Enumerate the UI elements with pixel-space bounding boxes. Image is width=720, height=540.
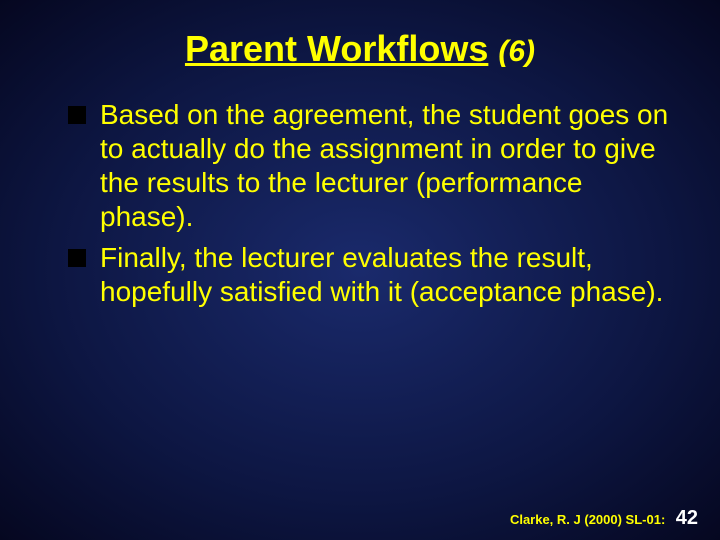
square-bullet-icon — [68, 249, 86, 267]
footer-page-number: 42 — [676, 507, 698, 529]
square-bullet-icon — [68, 106, 86, 124]
list-item: Finally, the lecturer evaluates the resu… — [68, 241, 672, 309]
footer: Clarke, R. J (2000) SL-01: 42 — [510, 507, 698, 530]
title-sub: (6) — [498, 35, 535, 68]
bullet-text: Based on the agreement, the student goes… — [100, 99, 668, 232]
slide: Parent Workflows (6) Based on the agreem… — [0, 0, 720, 540]
list-item: Based on the agreement, the student goes… — [68, 98, 672, 235]
slide-title: Parent Workflows (6) — [48, 28, 672, 70]
footer-citation: Clarke, R. J (2000) SL-01: — [510, 512, 665, 527]
bullet-list: Based on the agreement, the student goes… — [48, 98, 672, 309]
title-main: Parent Workflows — [185, 28, 488, 69]
bullet-text: Finally, the lecturer evaluates the resu… — [100, 242, 663, 307]
